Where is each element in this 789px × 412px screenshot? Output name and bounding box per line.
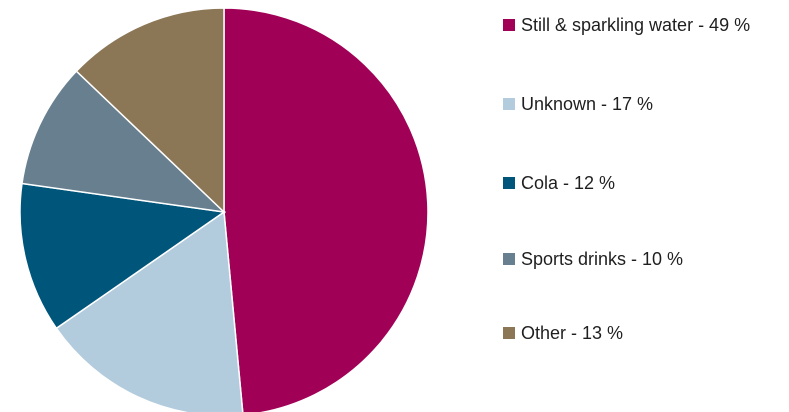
legend-swatch-still-sparkling-water	[503, 19, 515, 31]
legend-item-cola: Cola - 12 %	[503, 170, 789, 196]
legend-label-sports-drinks: Sports drinks - 10 %	[521, 249, 684, 269]
legend-swatch-cola	[503, 177, 515, 189]
legend-label-cola: Cola - 12 %	[521, 173, 616, 193]
legend-item-sports-drinks: Sports drinks - 10 %	[503, 246, 789, 272]
legend-swatch-unknown	[503, 98, 515, 110]
legend: Still & sparkling water - 49 % Unknown -…	[503, 12, 789, 412]
legend-swatch-other	[503, 327, 515, 339]
legend-swatch-sports-drinks	[503, 253, 515, 265]
pie-slice-cola	[19, 182, 227, 330]
legend-item-unknown: Unknown - 17 %	[503, 91, 789, 117]
legend-item-other: Other - 13 %	[503, 320, 789, 346]
legend-label-still-sparkling-water: Still & sparkling water - 49 %	[521, 15, 751, 35]
pie-slice-sports-drinks	[21, 70, 227, 214]
legend-item-still-sparkling-water: Still & sparkling water - 49 %	[503, 12, 789, 38]
pie-slice-unknown	[55, 210, 244, 412]
pie-slice-other	[75, 7, 225, 214]
legend-label-unknown: Unknown - 17 %	[521, 94, 654, 114]
pie-slice-still-sparkling-water	[223, 7, 429, 412]
legend-label-other: Other - 13 %	[521, 323, 624, 343]
